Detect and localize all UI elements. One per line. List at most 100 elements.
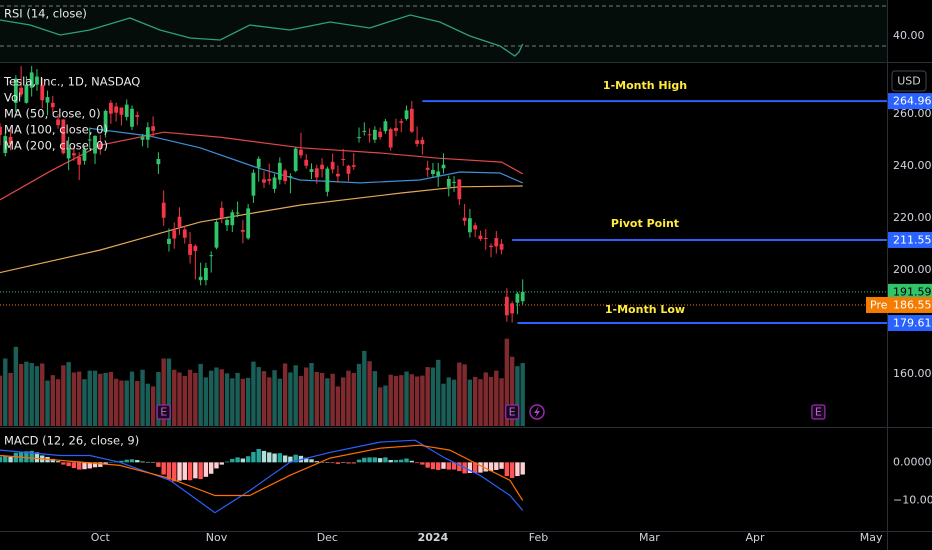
macd-histogram-bar (346, 462, 351, 464)
currency-button[interactable]: USD (891, 70, 927, 92)
candle-body (161, 202, 166, 218)
candle-body (399, 121, 404, 123)
macd-histogram-bar (219, 462, 224, 465)
volume-bar (393, 376, 399, 426)
level-price-label: 179.61 (893, 317, 932, 330)
candle-body (204, 267, 208, 281)
candle-body (404, 110, 409, 119)
volume-bar (256, 367, 261, 426)
volume-bar (135, 381, 140, 426)
volume-bar (325, 378, 330, 426)
lightning-icon[interactable] (529, 404, 545, 420)
macd-histogram-bar (182, 462, 187, 480)
candle-body (29, 72, 34, 88)
macd-histogram-bar (314, 461, 319, 463)
macd-histogram-bar (309, 459, 314, 463)
volume-bar (282, 363, 288, 426)
y-tick-label: 260.00 (893, 107, 932, 120)
candle-body (219, 207, 224, 218)
volume-bar (224, 373, 230, 426)
macd-histogram-bar (267, 452, 272, 463)
y-tick-label: 160.00 (893, 367, 932, 380)
candle-body (82, 149, 87, 161)
rsi-title: RSI (14, close) (4, 7, 87, 21)
y-tick-label: 200.00 (893, 263, 932, 276)
macd-histogram-bar (483, 462, 488, 472)
volume-bar (145, 383, 151, 426)
macd-histogram-bar (494, 462, 499, 470)
lightning-circle[interactable] (529, 404, 545, 420)
candle-body (462, 217, 467, 221)
premarket-box (888, 296, 932, 313)
macd-histogram-bar (335, 462, 341, 464)
candle-body (50, 102, 55, 108)
level-price-label: 211.55 (893, 233, 932, 246)
ma-legend: MA (100, close, 0) (4, 123, 108, 137)
candle-body (235, 212, 240, 214)
moving-average (0, 131, 523, 201)
volume-bar (330, 373, 335, 426)
volume-bar (367, 361, 372, 426)
candle-body (40, 84, 45, 101)
candle-body (510, 303, 515, 314)
candle-body (24, 84, 29, 103)
volume-bar (124, 380, 129, 426)
macd-histogram-bar (467, 462, 473, 474)
macd-histogram-bar (409, 460, 415, 463)
macd-histogram-bar (504, 462, 510, 477)
volume-bar (156, 372, 161, 426)
macd-histogram-bar (166, 462, 172, 480)
candle-body (452, 181, 456, 183)
candle-body (66, 148, 71, 159)
currency-button-box[interactable] (891, 70, 927, 92)
earnings-icon (811, 404, 826, 420)
volume-bar (356, 363, 362, 426)
candle-body (504, 296, 509, 316)
candle-body (140, 137, 145, 140)
candle-body (61, 119, 66, 154)
macd-histogram-bar (124, 459, 129, 463)
macd-histogram-bar (272, 453, 277, 463)
lightning-bolt[interactable] (534, 406, 540, 418)
volume-bar (388, 374, 393, 426)
volume-bar (309, 363, 314, 426)
candle-body (446, 179, 451, 187)
volume-bar (219, 369, 224, 426)
volume-bar (288, 372, 293, 426)
level-label: 1-Month High (603, 79, 687, 92)
candle-body (499, 243, 504, 250)
volume-bar (24, 361, 29, 426)
macd-histogram-bar (304, 457, 309, 463)
level-price-box (888, 315, 932, 332)
candle-body (415, 140, 420, 144)
candle-body (314, 168, 319, 178)
macd-histogram-bar (520, 462, 525, 475)
signal-line (0, 444, 524, 501)
candle-body (198, 276, 203, 281)
macd-histogram-bar (129, 459, 135, 463)
macd-histogram-bar (156, 462, 161, 467)
macd-histogram-bar (87, 462, 92, 469)
macd-histogram-bar (457, 462, 462, 472)
candle-body (325, 168, 330, 192)
macd-histogram-bar (509, 462, 515, 478)
volume-bar (520, 363, 525, 426)
candle-body (209, 255, 214, 257)
currency-label[interactable]: USD (897, 75, 921, 88)
macd-histogram-bar (66, 462, 71, 467)
volume-bar (108, 372, 114, 426)
candle-body (45, 97, 50, 103)
ma-legend: MA (200, close, 0) (4, 139, 108, 153)
candle-body (188, 244, 192, 255)
volume-bar (383, 385, 388, 426)
candle-body (483, 238, 488, 240)
volume-bar (119, 380, 124, 426)
premarket-tag (866, 296, 888, 313)
macd-histogram-bar (325, 462, 330, 463)
candle-body (362, 130, 367, 132)
macd-histogram-bar (277, 453, 283, 463)
macd-histogram-bar (261, 450, 267, 463)
macd-histogram-bar (367, 457, 372, 463)
x-tick-label: Oct (91, 531, 111, 544)
